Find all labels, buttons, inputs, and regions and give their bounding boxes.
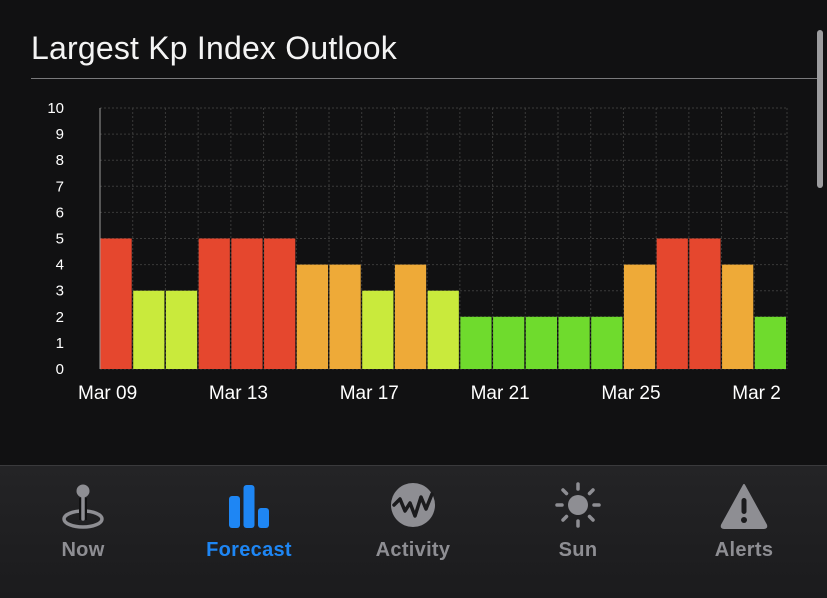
x-tick-labels: Mar 09 Mar 13 Mar 17 Mar 21 Mar 25 Mar 2 xyxy=(78,383,781,404)
y-tick-label: 0 xyxy=(56,361,64,378)
chart-bars xyxy=(100,238,786,369)
x-tick-label: Mar 09 xyxy=(78,383,137,404)
bar-mar-19 xyxy=(427,290,459,369)
bar-mar-26 xyxy=(656,238,688,369)
bar-mar-14 xyxy=(264,238,296,369)
title-divider xyxy=(31,78,817,79)
y-tick-label: 9 xyxy=(56,126,64,143)
sun-icon xyxy=(555,482,601,528)
tab-now-label: Now xyxy=(61,539,105,561)
y-tick-label: 8 xyxy=(56,152,64,169)
bar-mar-18 xyxy=(394,264,427,369)
bar-mar-29 xyxy=(754,316,786,369)
y-tick-label: 4 xyxy=(56,257,64,274)
x-tick-label: Mar 17 xyxy=(340,383,399,404)
bar-mar-13 xyxy=(231,238,263,369)
tab-forecast[interactable]: Forecast xyxy=(166,466,332,598)
y-tick-label: 6 xyxy=(56,204,64,221)
activity-wave-icon xyxy=(391,483,435,527)
bar-mar-25 xyxy=(623,264,656,369)
bar-mar-21 xyxy=(493,316,525,369)
warning-triangle-icon xyxy=(720,484,768,529)
tab-sun[interactable]: Sun xyxy=(495,466,661,598)
tab-activity[interactable]: Activity xyxy=(330,466,496,598)
bar-mar-16 xyxy=(329,264,361,369)
bar-mar-23 xyxy=(558,316,590,369)
bar-mar-17 xyxy=(362,290,394,369)
tab-alerts[interactable]: Alerts xyxy=(661,466,827,598)
map-pin-icon xyxy=(62,484,104,529)
y-tick-label: 1 xyxy=(56,335,64,352)
tab-bar: Now Forecast Activity xyxy=(0,465,827,598)
bar-mar-12 xyxy=(198,238,230,369)
page-title: Largest Kp Index Outlook xyxy=(31,30,397,66)
x-tick-label: Mar 21 xyxy=(471,383,530,404)
bar-mar-22 xyxy=(525,316,557,369)
tab-sun-label: Sun xyxy=(558,539,598,561)
y-tick-label: 5 xyxy=(56,231,64,248)
tab-now[interactable]: Now xyxy=(0,466,166,598)
bar-mar-11 xyxy=(165,290,198,369)
x-tick-label: Mar 25 xyxy=(601,383,660,404)
scrollbar[interactable] xyxy=(817,30,823,188)
tab-alerts-label: Alerts xyxy=(714,539,774,561)
bar-mar-20 xyxy=(460,316,492,369)
x-tick-label: Mar 13 xyxy=(209,383,268,404)
y-tick-label: 7 xyxy=(56,178,64,195)
y-tick-label: 3 xyxy=(56,283,64,300)
bar-mar-24 xyxy=(591,316,623,369)
x-tick-label: Mar 2 xyxy=(732,383,781,404)
y-tick-labels: 0 1 2 3 4 5 6 7 8 9 10 xyxy=(47,100,64,378)
y-tick-label: 10 xyxy=(47,100,64,117)
y-tick-label: 2 xyxy=(56,309,64,326)
bar-mar-09 xyxy=(100,238,132,369)
bar-mar-27 xyxy=(689,238,721,369)
tab-activity-label: Activity xyxy=(375,539,451,561)
tab-forecast-label: Forecast xyxy=(206,539,292,561)
bar-mar-28 xyxy=(722,264,754,369)
bar-mar-10 xyxy=(133,290,165,369)
bar-chart-icon xyxy=(229,485,269,528)
bar-mar-15 xyxy=(296,264,328,369)
